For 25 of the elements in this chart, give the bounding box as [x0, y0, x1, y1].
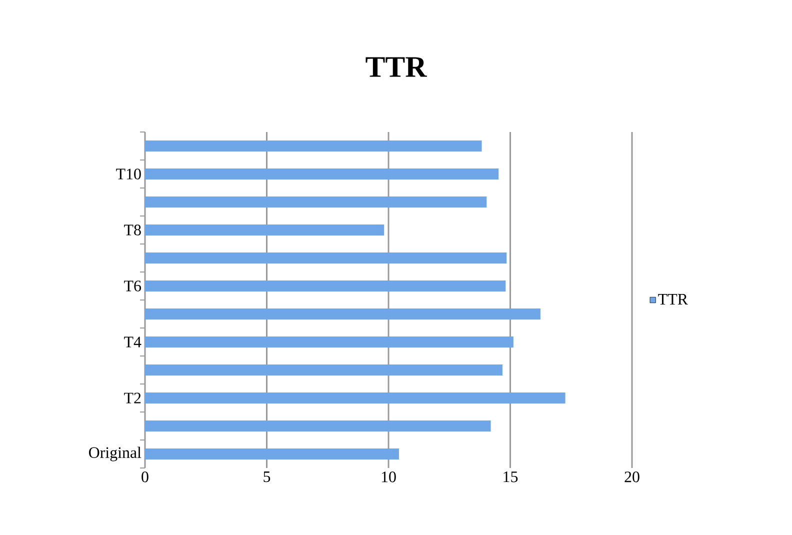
x-tick-label: 10: [382, 472, 396, 482]
y-tick-label: Original: [89, 446, 142, 462]
bar: [145, 392, 566, 404]
bar: [145, 364, 502, 376]
chart-title: TTR: [366, 57, 427, 77]
y-tick-label: T2: [124, 392, 141, 404]
x-tick-label: 15: [504, 472, 518, 482]
y-tick-label: T6: [124, 280, 142, 292]
bar: [145, 308, 540, 320]
y-tick-label: T10: [116, 168, 141, 180]
legend-label: TTR: [658, 294, 688, 304]
bar: [145, 224, 384, 236]
y-tick-label: T8: [124, 224, 141, 236]
x-tick-label: 0: [142, 472, 148, 482]
bar: [145, 336, 514, 348]
x-tick-label: 20: [624, 472, 640, 482]
bar: [145, 196, 487, 208]
bar: [145, 448, 399, 460]
bar: [145, 420, 491, 432]
bar: [145, 280, 506, 292]
bar: [145, 140, 482, 152]
x-tick-label: 5: [264, 472, 270, 482]
y-tick-label: T4: [124, 336, 142, 348]
bar: [145, 168, 499, 180]
bar: [145, 252, 507, 264]
